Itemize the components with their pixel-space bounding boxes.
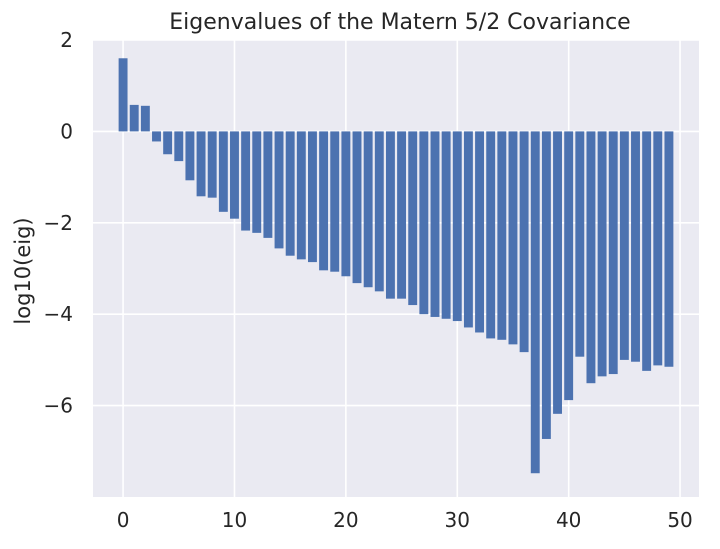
bar [631,131,640,362]
x-tick-label: 10 [222,508,247,532]
bar [530,131,540,474]
bar [241,131,251,231]
bar [597,131,607,377]
bar [642,131,652,371]
x-tick-label: 0 [117,508,130,532]
bar [374,131,384,292]
x-tick-label: 30 [445,508,470,532]
bar [463,131,473,328]
bar [252,131,262,233]
bar [564,131,574,401]
bar [430,131,440,317]
bar [519,131,529,353]
bar [319,131,329,271]
y-tick-label: 0 [60,119,73,143]
bar [307,131,317,263]
y-axis-label: log10(eig) [11,217,35,324]
bar [352,131,362,284]
x-tick-label: 20 [333,508,358,532]
bar [363,131,373,288]
bar [140,105,150,132]
plot-area [93,40,699,497]
bar [174,131,184,162]
bar [118,58,128,132]
bar [452,131,462,322]
bar [486,131,496,339]
bar [285,131,295,256]
bar [664,131,674,367]
bar [653,131,663,366]
y-tick-labels: 2 0 −2 −4 −6 [44,28,73,418]
bar [608,131,618,375]
bar [163,131,173,155]
bar [553,131,562,414]
bar [419,131,429,315]
bar [497,131,507,340]
bar [263,131,273,238]
bar [296,131,306,260]
bar [230,131,239,219]
bar [508,131,518,345]
bar [218,131,228,212]
bar [619,131,629,360]
bar [586,131,596,384]
bar [475,131,485,333]
bar [274,131,284,249]
bar [408,131,418,306]
y-tick-label: 2 [60,28,73,52]
bar [575,131,585,357]
x-tick-label: 40 [556,508,581,532]
y-tick-label: −4 [44,302,73,326]
bar [385,131,395,299]
bar [330,131,340,272]
bar [397,131,407,299]
bar [196,131,206,197]
bar [129,104,139,132]
bar-series [118,58,674,474]
bar [541,131,551,439]
y-tick-label: −2 [44,211,73,235]
bar [207,131,217,198]
bar [185,131,195,181]
bar [152,131,161,142]
bar [441,131,451,319]
x-tick-labels: 0 10 20 30 40 50 [117,508,693,532]
chart-title: Eigenvalues of the Matern 5/2 Covariance [169,10,630,35]
bar [341,131,351,277]
y-tick-label: −6 [44,394,73,418]
x-tick-label: 50 [667,508,692,532]
